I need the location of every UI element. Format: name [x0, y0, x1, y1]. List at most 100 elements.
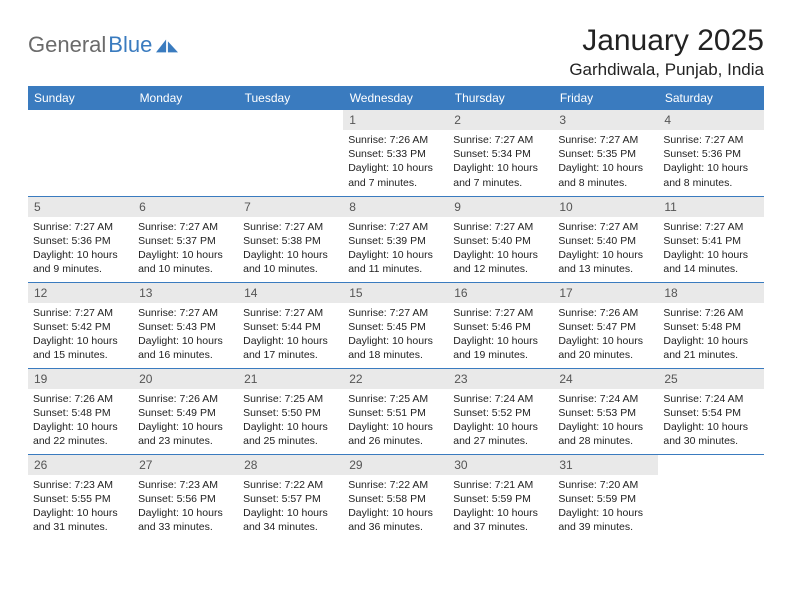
- logo: GeneralBlue: [28, 24, 178, 58]
- logo-word2: Blue: [108, 32, 152, 58]
- daylight-text: Daylight: 10 hours and 30 minutes.: [663, 420, 758, 448]
- sunrise-text: Sunrise: 7:27 AM: [663, 133, 758, 147]
- daylight-text: Daylight: 10 hours and 17 minutes.: [243, 334, 338, 362]
- sunset-text: Sunset: 5:35 PM: [558, 147, 653, 161]
- calendar-day-cell: 23Sunrise: 7:24 AMSunset: 5:52 PMDayligh…: [448, 368, 553, 454]
- daylight-text: Daylight: 10 hours and 10 minutes.: [243, 248, 338, 276]
- daylight-text: Daylight: 10 hours and 7 minutes.: [453, 161, 548, 189]
- page-header: GeneralBlue January 2025 Garhdiwala, Pun…: [28, 24, 764, 80]
- sunrise-text: Sunrise: 7:27 AM: [348, 220, 443, 234]
- daylight-text: Daylight: 10 hours and 23 minutes.: [138, 420, 233, 448]
- sunrise-text: Sunrise: 7:20 AM: [558, 478, 653, 492]
- sunset-text: Sunset: 5:55 PM: [33, 492, 128, 506]
- sunrise-text: Sunrise: 7:27 AM: [453, 306, 548, 320]
- day-number: 22: [343, 369, 448, 389]
- calendar-day-cell: 26Sunrise: 7:23 AMSunset: 5:55 PMDayligh…: [28, 454, 133, 540]
- calendar-day-cell: [28, 110, 133, 196]
- weekday-header: Thursday: [448, 86, 553, 110]
- weekday-header: Saturday: [658, 86, 763, 110]
- calendar-day-cell: 15Sunrise: 7:27 AMSunset: 5:45 PMDayligh…: [343, 282, 448, 368]
- sunset-text: Sunset: 5:59 PM: [558, 492, 653, 506]
- daylight-text: Daylight: 10 hours and 27 minutes.: [453, 420, 548, 448]
- calendar-day-cell: 5Sunrise: 7:27 AMSunset: 5:36 PMDaylight…: [28, 196, 133, 282]
- day-number: 18: [658, 283, 763, 303]
- calendar-day-cell: 6Sunrise: 7:27 AMSunset: 5:37 PMDaylight…: [133, 196, 238, 282]
- calendar-header-row: SundayMondayTuesdayWednesdayThursdayFrid…: [28, 86, 764, 110]
- day-number: 13: [133, 283, 238, 303]
- sunset-text: Sunset: 5:33 PM: [348, 147, 443, 161]
- logo-sail-icon: [156, 37, 178, 53]
- day-details: Sunrise: 7:27 AMSunset: 5:40 PMDaylight:…: [553, 217, 658, 281]
- day-details: Sunrise: 7:26 AMSunset: 5:48 PMDaylight:…: [28, 389, 133, 453]
- daylight-text: Daylight: 10 hours and 22 minutes.: [33, 420, 128, 448]
- sunset-text: Sunset: 5:40 PM: [453, 234, 548, 248]
- calendar-day-cell: 21Sunrise: 7:25 AMSunset: 5:50 PMDayligh…: [238, 368, 343, 454]
- sunset-text: Sunset: 5:52 PM: [453, 406, 548, 420]
- calendar-day-cell: 17Sunrise: 7:26 AMSunset: 5:47 PMDayligh…: [553, 282, 658, 368]
- daylight-text: Daylight: 10 hours and 11 minutes.: [348, 248, 443, 276]
- sunset-text: Sunset: 5:51 PM: [348, 406, 443, 420]
- calendar-day-cell: 28Sunrise: 7:22 AMSunset: 5:57 PMDayligh…: [238, 454, 343, 540]
- daylight-text: Daylight: 10 hours and 10 minutes.: [138, 248, 233, 276]
- sunrise-text: Sunrise: 7:24 AM: [558, 392, 653, 406]
- sunrise-text: Sunrise: 7:27 AM: [243, 220, 338, 234]
- day-details: Sunrise: 7:27 AMSunset: 5:34 PMDaylight:…: [448, 130, 553, 194]
- day-number: 7: [238, 197, 343, 217]
- day-number: [133, 110, 238, 116]
- sunrise-text: Sunrise: 7:27 AM: [348, 306, 443, 320]
- sunrise-text: Sunrise: 7:22 AM: [348, 478, 443, 492]
- day-details: Sunrise: 7:20 AMSunset: 5:59 PMDaylight:…: [553, 475, 658, 539]
- sunset-text: Sunset: 5:50 PM: [243, 406, 338, 420]
- sunset-text: Sunset: 5:53 PM: [558, 406, 653, 420]
- sunrise-text: Sunrise: 7:27 AM: [558, 220, 653, 234]
- calendar-week-row: 19Sunrise: 7:26 AMSunset: 5:48 PMDayligh…: [28, 368, 764, 454]
- calendar-day-cell: 19Sunrise: 7:26 AMSunset: 5:48 PMDayligh…: [28, 368, 133, 454]
- calendar-page: GeneralBlue January 2025 Garhdiwala, Pun…: [0, 0, 792, 550]
- calendar-day-cell: 25Sunrise: 7:24 AMSunset: 5:54 PMDayligh…: [658, 368, 763, 454]
- day-details: Sunrise: 7:24 AMSunset: 5:54 PMDaylight:…: [658, 389, 763, 453]
- sunset-text: Sunset: 5:39 PM: [348, 234, 443, 248]
- daylight-text: Daylight: 10 hours and 33 minutes.: [138, 506, 233, 534]
- day-details: Sunrise: 7:27 AMSunset: 5:37 PMDaylight:…: [133, 217, 238, 281]
- day-details: Sunrise: 7:27 AMSunset: 5:35 PMDaylight:…: [553, 130, 658, 194]
- calendar-day-cell: 3Sunrise: 7:27 AMSunset: 5:35 PMDaylight…: [553, 110, 658, 196]
- calendar-day-cell: 31Sunrise: 7:20 AMSunset: 5:59 PMDayligh…: [553, 454, 658, 540]
- daylight-text: Daylight: 10 hours and 14 minutes.: [663, 248, 758, 276]
- calendar-day-cell: [133, 110, 238, 196]
- calendar-day-cell: 16Sunrise: 7:27 AMSunset: 5:46 PMDayligh…: [448, 282, 553, 368]
- day-details: Sunrise: 7:24 AMSunset: 5:52 PMDaylight:…: [448, 389, 553, 453]
- sunrise-text: Sunrise: 7:27 AM: [138, 306, 233, 320]
- day-number: 3: [553, 110, 658, 130]
- sunset-text: Sunset: 5:42 PM: [33, 320, 128, 334]
- calendar-day-cell: 29Sunrise: 7:22 AMSunset: 5:58 PMDayligh…: [343, 454, 448, 540]
- daylight-text: Daylight: 10 hours and 25 minutes.: [243, 420, 338, 448]
- sunset-text: Sunset: 5:48 PM: [663, 320, 758, 334]
- sunset-text: Sunset: 5:58 PM: [348, 492, 443, 506]
- sunrise-text: Sunrise: 7:27 AM: [33, 306, 128, 320]
- sunrise-text: Sunrise: 7:25 AM: [348, 392, 443, 406]
- day-details: Sunrise: 7:26 AMSunset: 5:47 PMDaylight:…: [553, 303, 658, 367]
- day-number: 31: [553, 455, 658, 475]
- calendar-day-cell: 30Sunrise: 7:21 AMSunset: 5:59 PMDayligh…: [448, 454, 553, 540]
- sunset-text: Sunset: 5:36 PM: [33, 234, 128, 248]
- sunrise-text: Sunrise: 7:27 AM: [663, 220, 758, 234]
- day-details: Sunrise: 7:25 AMSunset: 5:51 PMDaylight:…: [343, 389, 448, 453]
- sunset-text: Sunset: 5:38 PM: [243, 234, 338, 248]
- calendar-day-cell: 8Sunrise: 7:27 AMSunset: 5:39 PMDaylight…: [343, 196, 448, 282]
- sunset-text: Sunset: 5:47 PM: [558, 320, 653, 334]
- day-details: Sunrise: 7:27 AMSunset: 5:46 PMDaylight:…: [448, 303, 553, 367]
- weekday-header: Wednesday: [343, 86, 448, 110]
- sunset-text: Sunset: 5:34 PM: [453, 147, 548, 161]
- daylight-text: Daylight: 10 hours and 21 minutes.: [663, 334, 758, 362]
- calendar-week-row: 1Sunrise: 7:26 AMSunset: 5:33 PMDaylight…: [28, 110, 764, 196]
- sunrise-text: Sunrise: 7:23 AM: [138, 478, 233, 492]
- day-number: 10: [553, 197, 658, 217]
- day-number: 29: [343, 455, 448, 475]
- calendar-day-cell: 14Sunrise: 7:27 AMSunset: 5:44 PMDayligh…: [238, 282, 343, 368]
- day-number: 11: [658, 197, 763, 217]
- day-number: 26: [28, 455, 133, 475]
- sunset-text: Sunset: 5:56 PM: [138, 492, 233, 506]
- day-number: 6: [133, 197, 238, 217]
- sunrise-text: Sunrise: 7:26 AM: [663, 306, 758, 320]
- calendar-table: SundayMondayTuesdayWednesdayThursdayFrid…: [28, 86, 764, 540]
